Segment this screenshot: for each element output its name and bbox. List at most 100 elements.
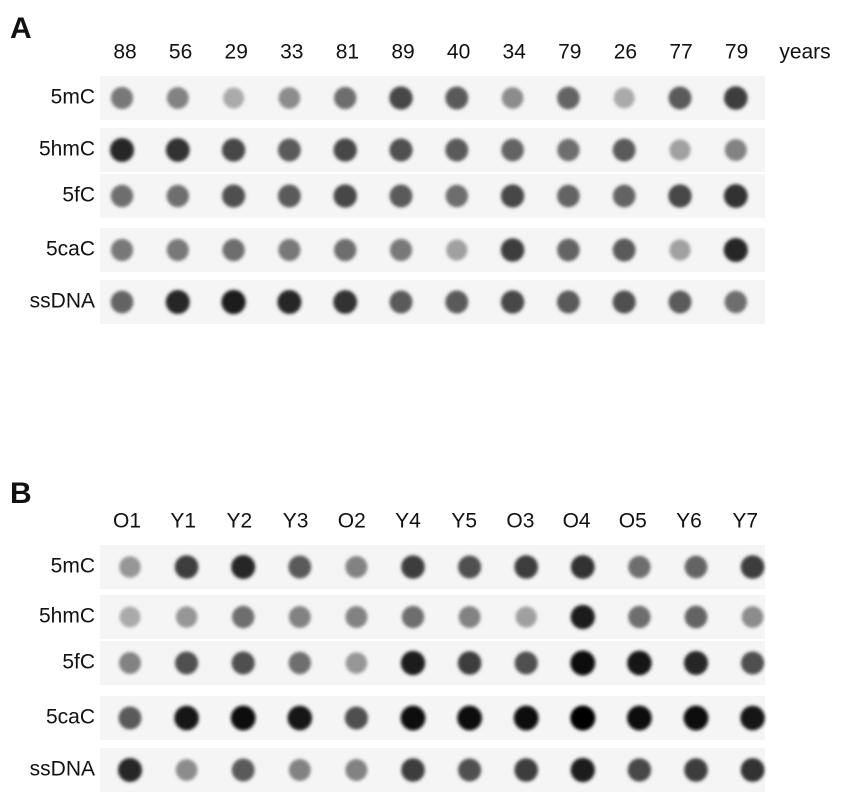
dot bbox=[740, 705, 765, 731]
dot bbox=[612, 290, 636, 314]
column-header: 81 bbox=[336, 41, 359, 64]
dot bbox=[221, 289, 246, 315]
dot bbox=[230, 705, 256, 731]
dot bbox=[389, 184, 413, 208]
dot bbox=[515, 606, 537, 628]
dot bbox=[445, 138, 469, 162]
dot bbox=[401, 758, 425, 782]
dot bbox=[557, 138, 580, 162]
dot bbox=[723, 237, 748, 263]
dot bbox=[724, 139, 747, 161]
row-label: 5caC bbox=[46, 238, 95, 261]
dot bbox=[501, 138, 524, 162]
column-header: 89 bbox=[391, 41, 414, 64]
dot bbox=[222, 184, 246, 208]
blot-strip bbox=[100, 748, 765, 792]
dot bbox=[500, 184, 525, 208]
dot bbox=[166, 238, 189, 262]
column-header: 26 bbox=[614, 41, 637, 64]
dot bbox=[333, 86, 357, 110]
dot bbox=[570, 604, 595, 630]
column-header: Y4 bbox=[395, 510, 421, 533]
blot-strip bbox=[100, 76, 765, 120]
dot bbox=[333, 184, 357, 208]
dot bbox=[445, 86, 469, 110]
column-header: Y1 bbox=[170, 510, 196, 533]
dot bbox=[119, 606, 141, 628]
row-label: 5mC bbox=[51, 555, 95, 578]
column-header: O4 bbox=[563, 510, 591, 533]
dot bbox=[627, 650, 652, 676]
dot bbox=[344, 706, 368, 730]
dot bbox=[683, 705, 709, 731]
dot bbox=[333, 138, 357, 162]
dot bbox=[445, 290, 469, 314]
blot-strip bbox=[100, 595, 765, 639]
column-header: 88 bbox=[113, 41, 136, 64]
dot bbox=[110, 238, 134, 262]
dot bbox=[627, 705, 652, 731]
column-header: Y7 bbox=[732, 510, 758, 533]
dot bbox=[400, 705, 426, 731]
column-header: 34 bbox=[503, 41, 527, 64]
dot bbox=[109, 137, 135, 163]
dot bbox=[612, 238, 636, 262]
dot bbox=[669, 139, 691, 161]
dot bbox=[458, 555, 482, 579]
column-header: 29 bbox=[225, 41, 248, 64]
dot bbox=[570, 555, 595, 579]
column-header: 33 bbox=[280, 41, 303, 64]
dot bbox=[669, 239, 691, 261]
dot bbox=[500, 290, 525, 314]
dot bbox=[724, 86, 748, 110]
blot-strip bbox=[100, 228, 765, 272]
dot bbox=[389, 138, 413, 162]
blot-strip bbox=[100, 280, 765, 324]
column-header: O3 bbox=[506, 510, 534, 533]
dot bbox=[683, 650, 709, 676]
dot bbox=[570, 705, 596, 731]
dot bbox=[333, 238, 357, 262]
column-header: Y2 bbox=[227, 510, 253, 533]
column-header: Y5 bbox=[451, 510, 477, 533]
dot bbox=[723, 184, 748, 208]
column-header: 40 bbox=[447, 41, 470, 64]
dot bbox=[288, 606, 311, 628]
row-label: 5fC bbox=[62, 184, 95, 207]
dot bbox=[458, 758, 482, 782]
dot bbox=[333, 290, 358, 314]
dot bbox=[457, 651, 482, 675]
dot bbox=[557, 238, 580, 262]
row-label: ssDNA bbox=[30, 758, 95, 781]
dot bbox=[740, 758, 765, 782]
dot bbox=[117, 757, 143, 783]
dot bbox=[278, 238, 301, 262]
dot bbox=[175, 651, 199, 675]
dot bbox=[389, 238, 413, 262]
dot bbox=[345, 606, 368, 628]
dot bbox=[223, 87, 245, 109]
dot bbox=[231, 651, 255, 675]
dot bbox=[174, 705, 199, 731]
panel-label: B bbox=[10, 477, 32, 510]
unit-label: years bbox=[779, 41, 830, 64]
dot bbox=[222, 238, 245, 262]
dot bbox=[445, 184, 469, 208]
dot bbox=[401, 555, 425, 579]
dot bbox=[288, 759, 311, 781]
dot bbox=[628, 605, 651, 629]
dot bbox=[514, 555, 538, 579]
dot bbox=[457, 705, 482, 731]
row-label: 5hmC bbox=[39, 605, 95, 628]
row-label: ssDNA bbox=[30, 290, 95, 313]
column-header: 79 bbox=[725, 41, 748, 64]
column-header: Y3 bbox=[283, 510, 309, 533]
blot-strip bbox=[100, 696, 765, 740]
dot bbox=[389, 290, 413, 314]
column-header: Y6 bbox=[676, 510, 702, 533]
blot-strip bbox=[100, 128, 765, 172]
dot bbox=[513, 705, 539, 731]
dot bbox=[570, 650, 596, 676]
dot bbox=[668, 86, 692, 110]
